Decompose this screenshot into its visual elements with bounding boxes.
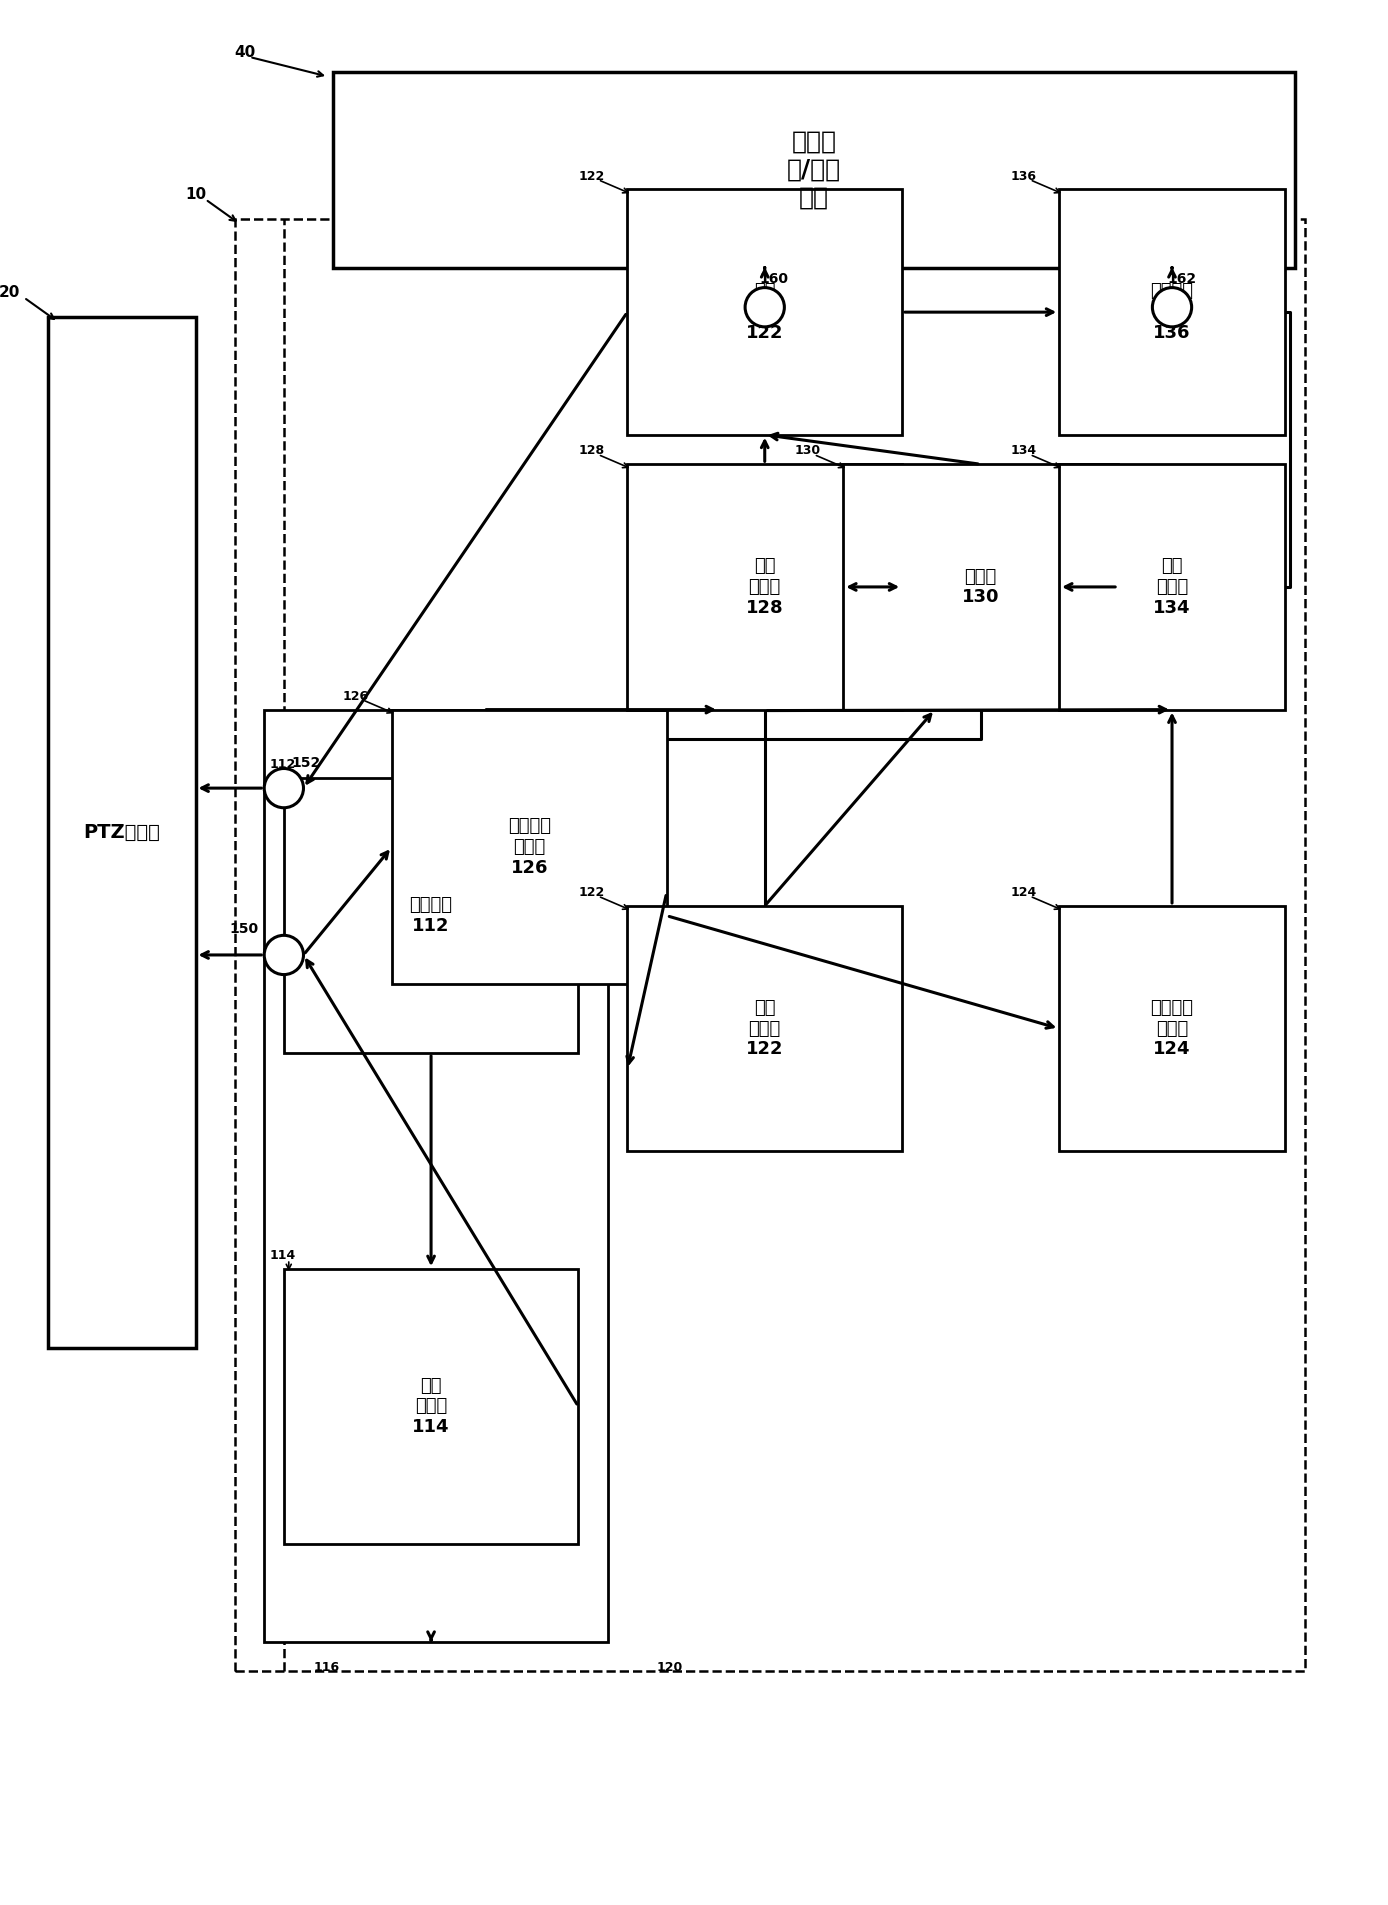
- Text: 134: 134: [1010, 444, 1037, 457]
- Text: 112: 112: [269, 758, 296, 772]
- Text: 122: 122: [579, 886, 605, 899]
- Text: 124: 124: [1010, 886, 1037, 899]
- Text: 126: 126: [343, 690, 369, 703]
- Text: 162: 162: [1167, 272, 1196, 286]
- Text: 122: 122: [579, 170, 605, 183]
- Text: 10: 10: [186, 187, 207, 202]
- Bar: [333, 72, 1295, 269]
- Text: 20: 20: [0, 286, 21, 301]
- Bar: [627, 465, 902, 709]
- Bar: [264, 709, 608, 1642]
- Text: 控制部
130: 控制部 130: [962, 568, 999, 606]
- Text: 114: 114: [269, 1250, 296, 1263]
- Bar: [285, 779, 579, 1053]
- Text: 160: 160: [759, 272, 788, 286]
- Text: 150: 150: [230, 922, 260, 937]
- Text: 第二信号
转换部
136: 第二信号 转换部 136: [1151, 282, 1194, 341]
- Text: 远程监
控/控制
装置: 远程监 控/控制 装置: [787, 130, 841, 210]
- Bar: [235, 219, 1305, 1671]
- Text: PTZ摄像头: PTZ摄像头: [83, 823, 161, 842]
- Text: 40: 40: [235, 46, 255, 59]
- Bar: [627, 907, 902, 1151]
- Bar: [844, 465, 1119, 709]
- Text: 动态
检测部
122: 动态 检测部 122: [745, 998, 783, 1059]
- Text: 152: 152: [291, 756, 321, 770]
- Text: 全景影像
构成部
124: 全景影像 构成部 124: [1151, 998, 1194, 1059]
- Text: 136: 136: [1010, 170, 1035, 183]
- Text: 广角透镜
112: 广角透镜 112: [409, 895, 452, 935]
- Bar: [391, 709, 666, 985]
- Text: 影像
存储部
128: 影像 存储部 128: [745, 556, 784, 617]
- Text: 116: 116: [314, 1661, 340, 1674]
- Bar: [627, 189, 902, 434]
- Bar: [49, 316, 196, 1347]
- Bar: [285, 1269, 579, 1543]
- Text: 130: 130: [794, 444, 820, 457]
- Circle shape: [264, 768, 304, 808]
- Text: 图像
传感器
114: 图像 传感器 114: [412, 1377, 450, 1436]
- Text: 第一信号
转换部
126: 第一信号 转换部 126: [508, 817, 551, 876]
- Circle shape: [1152, 288, 1192, 328]
- Text: 串行
通信部
122: 串行 通信部 122: [745, 282, 783, 341]
- Circle shape: [264, 935, 304, 975]
- Text: 影像
合成部
134: 影像 合成部 134: [1153, 556, 1191, 617]
- Bar: [1059, 465, 1285, 709]
- Circle shape: [745, 288, 784, 328]
- Text: 128: 128: [579, 444, 604, 457]
- Bar: [1059, 907, 1285, 1151]
- Text: 120: 120: [657, 1661, 683, 1674]
- Bar: [1059, 189, 1285, 434]
